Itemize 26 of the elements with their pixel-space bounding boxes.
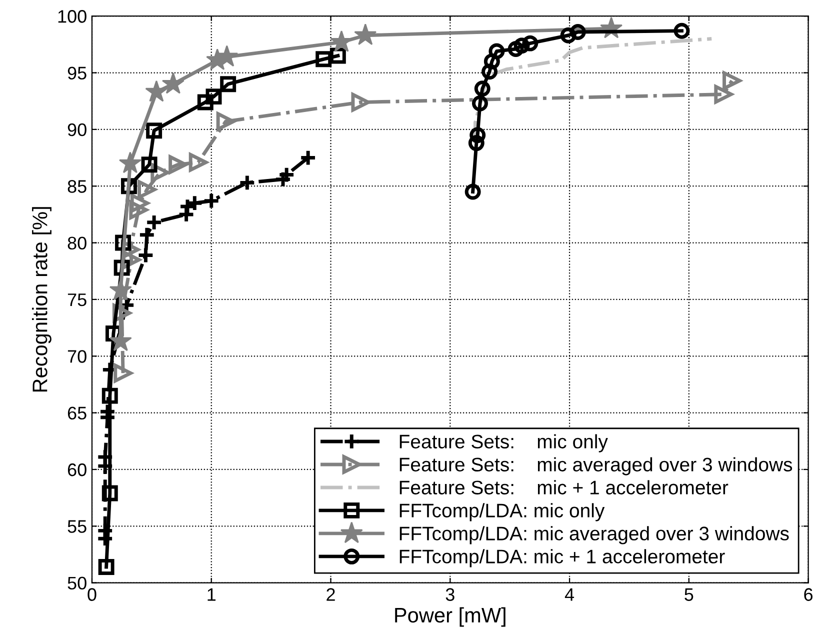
legend-label: FFTcomp/LDA: mic averaged over 3 windows [400, 526, 789, 544]
x-tick-label: 1 [208, 588, 216, 601]
y-tick-label: 75 [68, 294, 86, 306]
x-tick-label: 5 [684, 588, 694, 601]
x-tick-label: 3 [446, 588, 454, 601]
y-tick-label: 65 [68, 406, 86, 420]
legend-label: Feature Sets: mic averaged over 3 windows [400, 457, 792, 476]
y-tick-label: 60 [68, 463, 86, 476]
x-tick-label: 2 [326, 588, 335, 601]
y-tick-label: 85 [68, 180, 86, 193]
x-tick-label: 4 [564, 588, 574, 601]
legend-label: Feature Sets: mic + 1 accelerometer [400, 480, 728, 494]
legend-label: Feature Sets: mic only [400, 434, 608, 452]
y-tick-label: 55 [68, 520, 86, 533]
x-tick-label: 6 [804, 588, 813, 601]
x-axis-title: Power [mW] [395, 607, 506, 627]
legend-label: FFTcomp/LDA: mic + 1 accelerometer [400, 549, 725, 568]
y-tick-label: 80 [68, 236, 86, 250]
x-tick-label: 0 [88, 588, 96, 601]
y-tick-label: 100 [58, 10, 86, 23]
y-tick-label: 95 [68, 66, 86, 80]
y-tick-label: 90 [68, 123, 86, 136]
y-axis-title: Recognition rate [%] [32, 207, 52, 392]
legend-label: FFTcomp/LDA: mic only [400, 503, 605, 522]
y-tick-label: 70 [68, 350, 86, 363]
y-tick-label: 50 [68, 576, 86, 590]
